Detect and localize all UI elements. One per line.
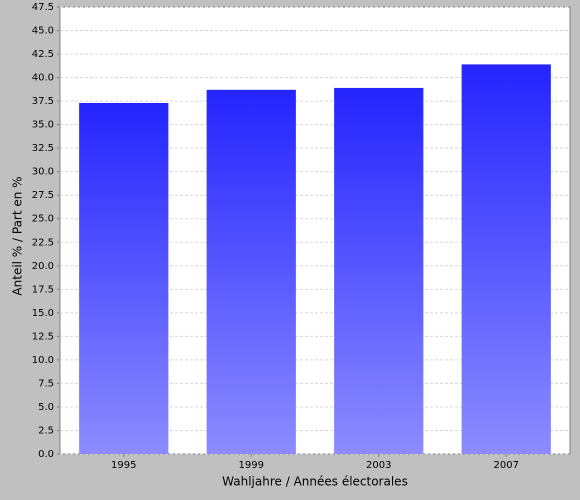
bar xyxy=(334,87,424,454)
bar xyxy=(79,102,169,454)
y-tick-label: 0.0 xyxy=(38,449,54,460)
y-tick-label: 32.5 xyxy=(32,143,54,154)
y-tick-label: 12.5 xyxy=(32,331,54,342)
x-tick-label: 2007 xyxy=(494,460,519,471)
y-tick-label: 7.5 xyxy=(38,378,54,389)
y-tick-label: 20.0 xyxy=(32,261,54,272)
y-tick-label: 47.5 xyxy=(32,2,54,13)
x-tick-label: 1995 xyxy=(111,460,136,471)
y-tick-label: 2.5 xyxy=(38,425,54,436)
x-tick-label: 2003 xyxy=(366,460,391,471)
y-tick-label: 25.0 xyxy=(32,214,54,225)
y-tick-label: 27.5 xyxy=(32,190,54,201)
y-axis-label: Anteil % / Part en % xyxy=(11,176,25,295)
y-tick-label: 40.0 xyxy=(32,73,54,84)
y-tick-label: 35.0 xyxy=(32,120,54,131)
bar xyxy=(206,89,296,455)
y-tick-label: 17.5 xyxy=(32,284,54,295)
y-tick-label: 45.0 xyxy=(32,26,54,37)
x-tick-label: 1999 xyxy=(239,460,264,471)
y-tick-label: 42.5 xyxy=(32,49,54,60)
y-tick-label: 5.0 xyxy=(38,402,54,413)
y-tick-label: 37.5 xyxy=(32,96,54,107)
bar xyxy=(461,64,551,455)
y-tick-label: 22.5 xyxy=(32,237,54,248)
y-tick-label: 15.0 xyxy=(32,308,54,319)
y-tick-label: 10.0 xyxy=(32,355,54,366)
x-axis-label: Wahljahre / Années électorales xyxy=(222,475,408,489)
y-tick-label: 30.0 xyxy=(32,167,54,178)
